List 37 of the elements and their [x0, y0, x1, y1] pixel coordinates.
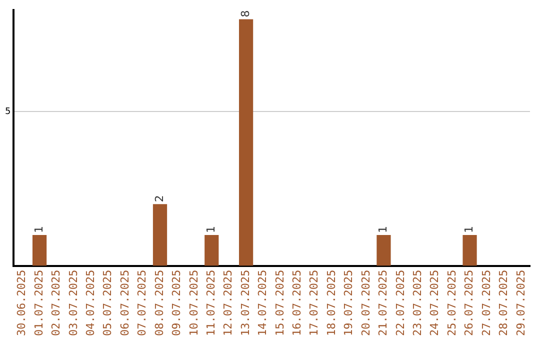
x-tick-label: 23.07.2025 — [411, 270, 424, 336]
x-tick-label: 11.07.2025 — [204, 270, 218, 336]
x-tick-label: 27.07.2025 — [480, 270, 493, 336]
x-tick-label: 16.07.2025 — [290, 270, 304, 336]
data-label: 1 — [376, 226, 390, 233]
x-tick-label: 05.07.2025 — [101, 270, 114, 336]
x-tick-label: 08.07.2025 — [152, 270, 166, 336]
x-tick-label: 07.07.2025 — [136, 270, 149, 336]
x-tick-label: 04.07.2025 — [84, 270, 98, 336]
x-tick-label: 29.07.2025 — [514, 270, 528, 336]
y-tick-label: 5 — [4, 107, 11, 118]
x-tick-label: 12.07.2025 — [222, 270, 235, 336]
x-tick-label: 21.07.2025 — [376, 270, 390, 336]
x-tick-label: 10.07.2025 — [187, 270, 200, 336]
x-tick-label: 30.06.2025 — [15, 270, 28, 336]
x-tick-label: 17.07.2025 — [308, 270, 321, 336]
x-tick-label: 25.07.2025 — [445, 270, 458, 336]
x-tick-label: 26.07.2025 — [462, 270, 476, 336]
x-tick-label: 19.07.2025 — [342, 270, 356, 336]
data-label: 1 — [32, 226, 46, 233]
x-tick-label: 14.07.2025 — [256, 270, 270, 336]
x-tick-label: 02.07.2025 — [50, 270, 63, 336]
x-tick-label: 24.07.2025 — [428, 270, 442, 336]
data-label: 8 — [238, 10, 252, 18]
x-tick-label: 18.07.2025 — [324, 270, 338, 336]
data-label: 1 — [462, 226, 476, 233]
x-tick-label: 13.07.2025 — [238, 270, 252, 336]
data-label: 1 — [204, 226, 218, 233]
data-label: 2 — [152, 195, 166, 202]
x-tick-label: 15.07.2025 — [273, 270, 286, 336]
x-tick-label: 03.07.2025 — [66, 270, 80, 336]
x-tick-label: 28.07.2025 — [497, 270, 510, 336]
x-tick-label: 20.07.2025 — [359, 270, 372, 336]
x-tick-label: 22.07.2025 — [394, 270, 407, 336]
x-tick-label: 06.07.2025 — [118, 270, 132, 336]
x-tick-label: 09.07.2025 — [170, 270, 184, 336]
x-tick-label: 01.07.2025 — [32, 270, 46, 336]
